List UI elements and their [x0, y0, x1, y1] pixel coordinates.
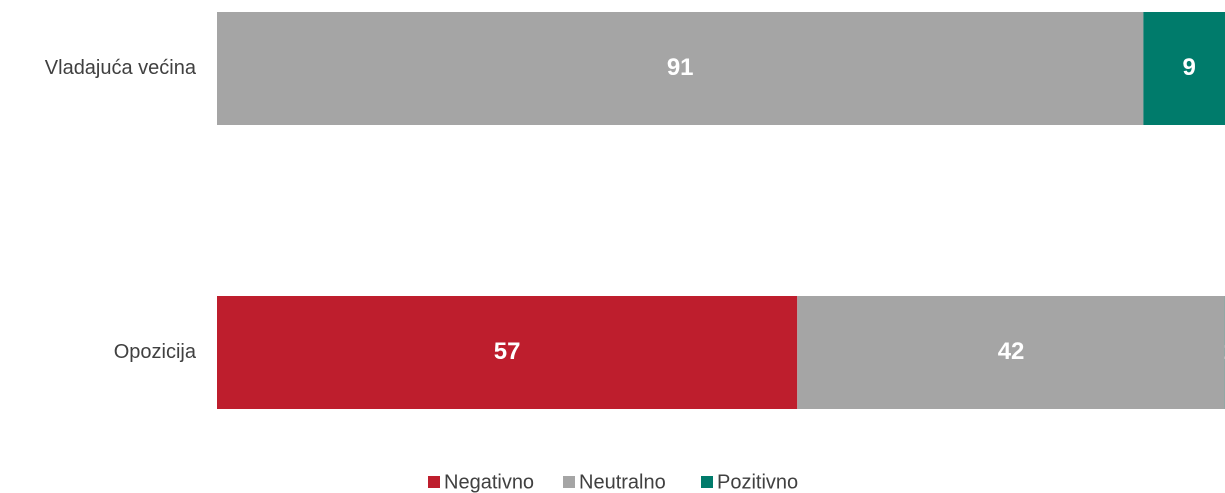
legend-swatch — [563, 476, 575, 488]
legend-swatch — [428, 476, 440, 488]
legend-label: Neutralno — [579, 471, 666, 493]
bar-segment — [1143, 12, 1225, 125]
legend-swatch — [701, 476, 713, 488]
value-label: 1 — [1223, 338, 1225, 365]
value-label: 57 — [494, 338, 521, 365]
value-label: 9 — [1183, 54, 1196, 81]
legend-label: Pozitivno — [717, 471, 798, 493]
value-label: 91 — [667, 54, 694, 81]
bar-segment — [217, 296, 798, 409]
bar-segment — [797, 296, 1225, 409]
category-label: Vladajuća većina — [45, 57, 197, 79]
bar-segment — [217, 12, 1144, 125]
legend-label: Negativno — [444, 471, 534, 493]
category-label: Opozicija — [114, 341, 197, 363]
value-label: 42 — [998, 338, 1025, 365]
